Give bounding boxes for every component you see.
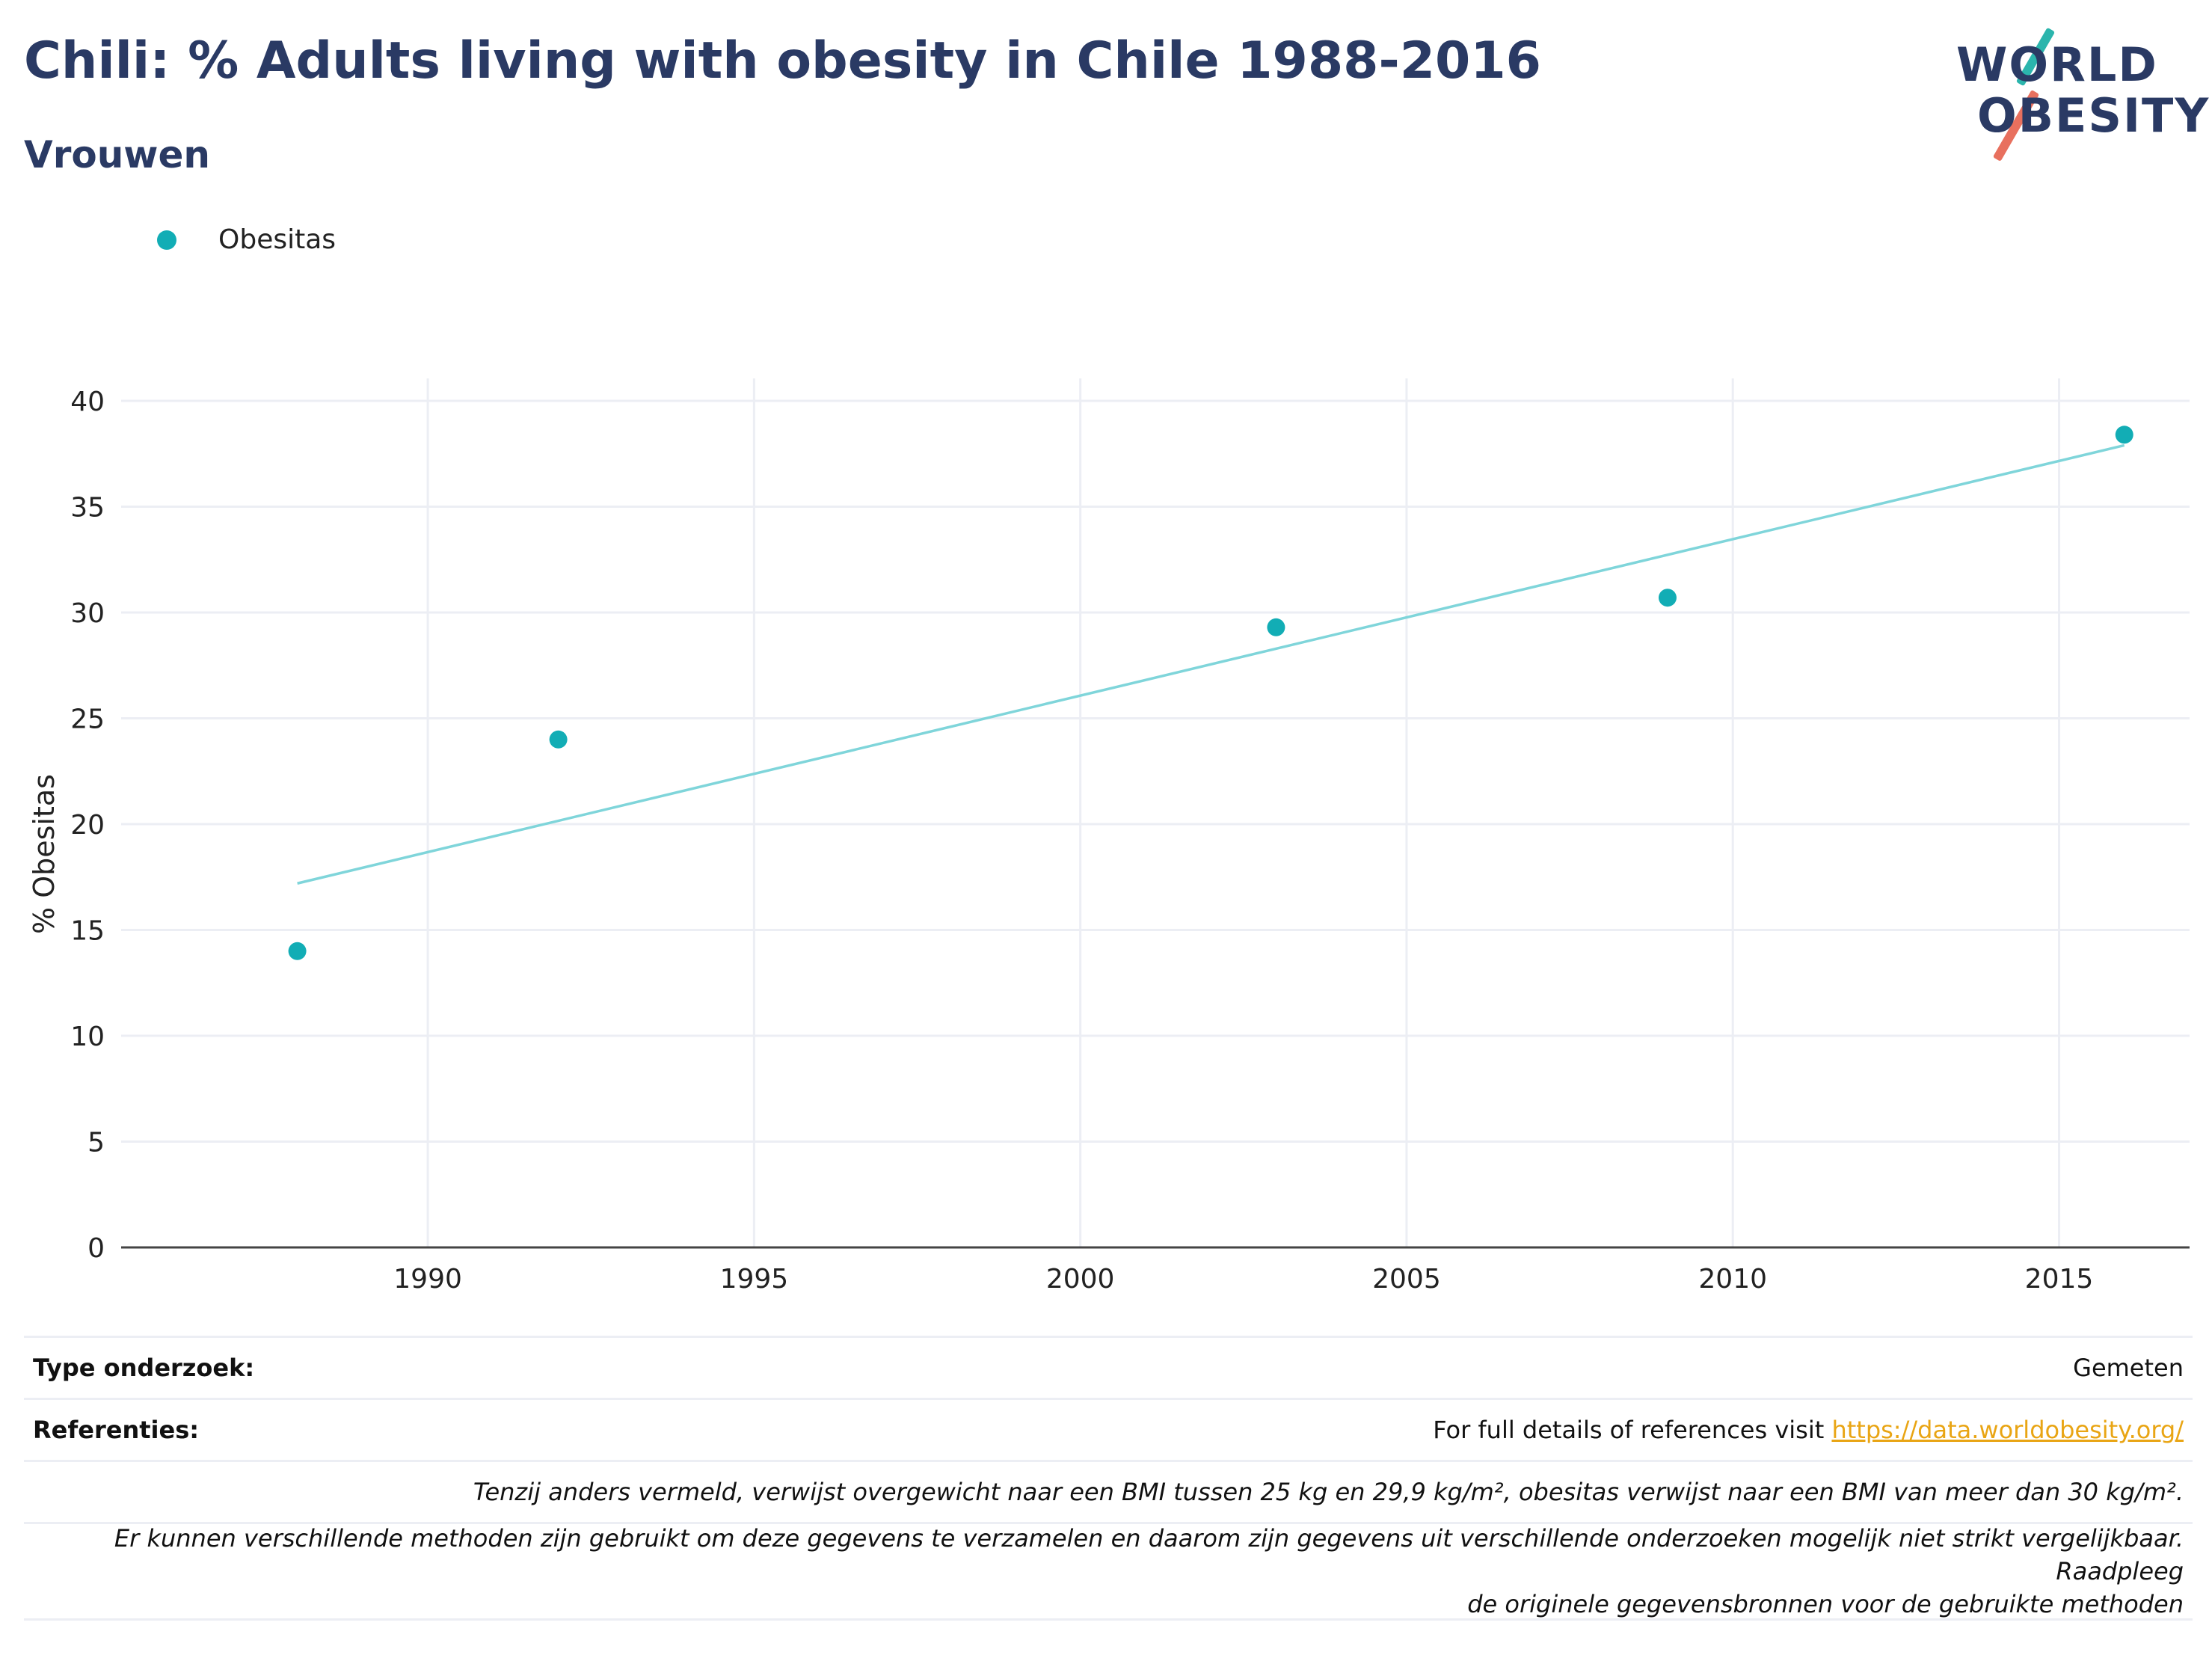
y-tick-label: 0 bbox=[87, 1233, 105, 1264]
legend-label: Obesitas bbox=[218, 224, 337, 255]
y-tick-label: 30 bbox=[70, 598, 105, 629]
footer-row-references: Referenties: For full details of referen… bbox=[24, 1398, 2193, 1460]
page-title: Chili: % Adults living with obesity in C… bbox=[24, 31, 1541, 90]
scatter-chart: 0 5 10 15 20 25 30 35 40 1990 1995 2000 2005 2010 2015… bbox=[28, 378, 2190, 1295]
trendline bbox=[297, 443, 2125, 885]
type-value: Gemeten bbox=[2073, 1354, 2184, 1382]
y-tick-label: 15 bbox=[70, 916, 105, 947]
references-label: Referenties: bbox=[33, 1416, 200, 1444]
footer-row-note2: Er kunnen verschillende methoden zijn ge… bbox=[24, 1522, 2193, 1621]
methods-note-line1: Er kunnen verschillende methoden zijn ge… bbox=[114, 1524, 2184, 1585]
y-tick-label: 5 bbox=[87, 1128, 105, 1158]
page-subtitle: Vrouwen bbox=[24, 133, 210, 176]
references-link[interactable]: https://data.worldobesity.org/ bbox=[1831, 1416, 2184, 1444]
x-tick-label: 2010 bbox=[1698, 1264, 1767, 1295]
y-tick-label: 40 bbox=[70, 387, 105, 417]
logo-text-obesity: OBESITY bbox=[1977, 88, 2211, 143]
data-points-group bbox=[288, 426, 2133, 960]
x-tick-label: 1995 bbox=[720, 1264, 789, 1295]
methods-note: Er kunnen verschillende methoden zijn ge… bbox=[33, 1522, 2184, 1621]
x-tick-label: 2000 bbox=[1046, 1264, 1115, 1295]
references-value: For full details of references visit htt… bbox=[1433, 1416, 2184, 1444]
data-point bbox=[288, 942, 307, 960]
data-point bbox=[549, 730, 568, 749]
axis-labels-group: 0 5 10 15 20 25 30 35 40 1990 1995 2000 2005 2010 2015… bbox=[28, 387, 2093, 1295]
y-tick-label: 35 bbox=[70, 493, 105, 523]
chart-grid bbox=[121, 378, 2190, 1247]
data-point bbox=[2115, 426, 2133, 444]
x-tick-label: 1990 bbox=[393, 1264, 462, 1295]
trendline-group bbox=[297, 443, 2125, 885]
chart-legend[interactable]: Obesitas bbox=[157, 224, 336, 255]
logo-text-world: WORLD bbox=[1956, 37, 2158, 92]
methods-note-line2: de originele gegevensbronnen voor de geb… bbox=[1467, 1590, 2184, 1618]
y-axis-title: % Obesitas bbox=[28, 774, 61, 934]
x-tick-label: 2015 bbox=[2025, 1264, 2094, 1295]
legend-marker-icon bbox=[157, 230, 176, 250]
y-tick-label: 20 bbox=[70, 810, 105, 841]
y-tick-label: 25 bbox=[70, 704, 105, 735]
footer-table: Type onderzoek: Gemeten Referenties: For… bbox=[24, 1336, 2193, 1621]
footer-row-type: Type onderzoek: Gemeten bbox=[24, 1336, 2193, 1398]
bmi-definition-note: Tenzij anders vermeld, verwijst overgewi… bbox=[473, 1478, 2184, 1506]
footer-row-note1: Tenzij anders vermeld, verwijst overgewi… bbox=[24, 1460, 2193, 1522]
references-text: For full details of references visit bbox=[1433, 1416, 1832, 1444]
data-point bbox=[1658, 589, 1677, 607]
x-tick-label: 2005 bbox=[1372, 1264, 1441, 1295]
data-point bbox=[1267, 618, 1285, 636]
y-tick-label: 10 bbox=[70, 1022, 105, 1052]
type-label: Type onderzoek: bbox=[33, 1354, 255, 1382]
world-obesity-logo[interactable]: WORLD OBESITY bbox=[1944, 22, 2208, 162]
